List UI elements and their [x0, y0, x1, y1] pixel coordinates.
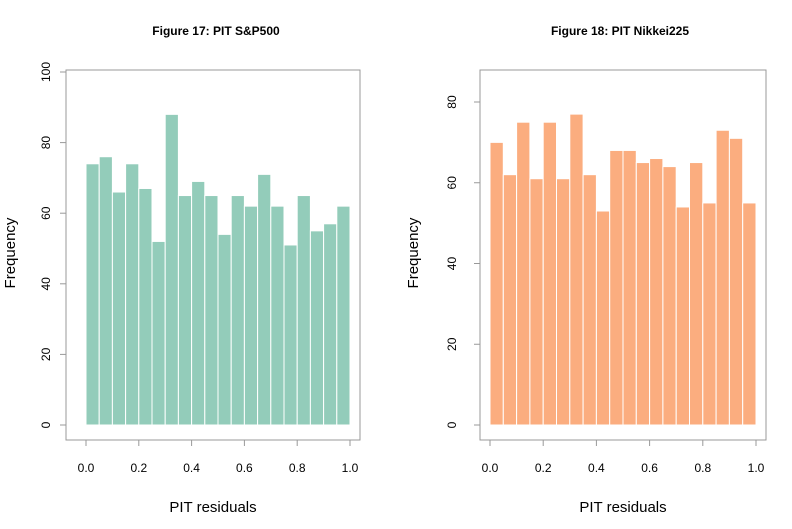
- histogram-bar: [296, 195, 311, 426]
- histogram-bar: [230, 195, 245, 426]
- histogram-bar: [702, 202, 717, 426]
- x-tick-label: 0.6: [236, 461, 253, 475]
- y-tick-label: 20: [445, 337, 459, 351]
- histogram-bar: [270, 205, 285, 426]
- histogram-bar: [529, 178, 544, 426]
- histogram-panel-1: Figure 17: PIT S&P500 0.0 0.2 0.4 0.6 0.8 1.0 0…: [2, 24, 361, 516]
- x-tick-label: 0.6: [641, 461, 658, 475]
- histogram-bar: [649, 158, 664, 426]
- x-tick-label: 1.0: [342, 461, 359, 475]
- x-tick-label: 0.0: [78, 461, 95, 475]
- x-tick-label: 0.2: [535, 461, 552, 475]
- x-tick-label: 0.4: [588, 461, 605, 475]
- histogram-bar: [728, 137, 744, 426]
- histogram-bar: [323, 223, 338, 426]
- y-tick-label: 80: [39, 136, 53, 150]
- y-axis-label: Frequency: [405, 217, 422, 288]
- y-tick-label: 60: [39, 206, 53, 220]
- y-tick-label: 60: [445, 176, 459, 190]
- histogram-bar: [98, 156, 113, 426]
- y-tick-label: 40: [445, 257, 459, 271]
- y-tick-label: 80: [445, 95, 459, 109]
- histogram-bar: [582, 174, 597, 426]
- histogram-bar: [742, 202, 757, 426]
- histogram-panel-2: Figure 18: PIT Nikkei225 0.0 0.2 0.4 0.6 0.8 1…: [405, 24, 767, 516]
- histogram-bar: [542, 121, 558, 426]
- histogram-bar: [715, 129, 730, 426]
- histogram-bar: [85, 163, 100, 426]
- y-axis-label: Frequency: [2, 217, 19, 288]
- histogram-bar: [569, 113, 584, 426]
- histogram-bar: [191, 180, 206, 426]
- y-tick-label: 20: [39, 347, 53, 361]
- y-tick-label: 0: [39, 421, 53, 428]
- chart-title: Figure 17: PIT S&P500: [152, 24, 280, 38]
- x-axis-label: PIT residuals: [169, 499, 256, 516]
- histogram-bar: [622, 149, 637, 426]
- histogram-bar: [556, 178, 571, 426]
- histogram-bar: [675, 206, 691, 426]
- chart-title: Figure 18: PIT Nikkei225: [551, 24, 689, 38]
- histogram-bar: [516, 121, 531, 426]
- x-tick-label: 0.8: [694, 461, 711, 475]
- histogram-bar: [489, 141, 504, 426]
- y-tick-label: 40: [39, 277, 53, 291]
- histogram-bar: [111, 191, 127, 426]
- histogram-bar: [177, 195, 193, 426]
- histogram-bar: [151, 240, 166, 426]
- y-tick-label: 100: [39, 62, 53, 82]
- histogram-bar: [595, 210, 611, 426]
- x-tick-label: 0.0: [482, 461, 499, 475]
- histogram-bar: [204, 195, 219, 426]
- plot-frame: [479, 69, 767, 441]
- x-tick-label: 1.0: [748, 461, 765, 475]
- x-axis-label: PIT residuals: [579, 499, 666, 516]
- histogram-bar: [125, 163, 140, 426]
- plot-frame: [65, 69, 361, 441]
- histogram-bar: [164, 113, 179, 426]
- histogram-bar: [309, 230, 325, 426]
- histogram-bar: [217, 233, 232, 426]
- histogram-bar: [257, 173, 272, 426]
- histogram-bar: [635, 162, 651, 426]
- histogram-bar: [243, 205, 259, 426]
- histogram-bar: [689, 162, 704, 426]
- histogram-bar: [138, 187, 153, 426]
- x-tick-label: 0.8: [289, 461, 306, 475]
- x-tick-label: 0.2: [130, 461, 147, 475]
- histogram-bar: [609, 149, 624, 426]
- histogram-bar: [662, 166, 677, 426]
- y-tick-label: 0: [445, 421, 459, 428]
- histogram-bar: [336, 205, 351, 426]
- histogram-bar: [283, 244, 298, 426]
- x-tick-label: 0.4: [183, 461, 200, 475]
- histogram-bar: [502, 174, 518, 426]
